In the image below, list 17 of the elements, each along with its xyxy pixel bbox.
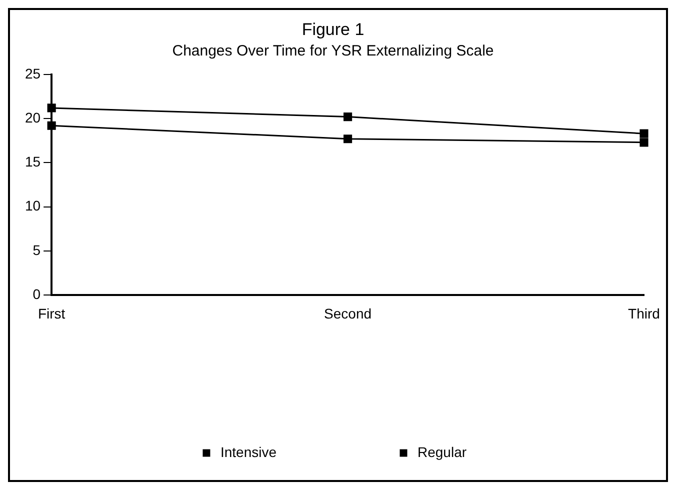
y-tick-label: 15 — [24, 154, 41, 170]
point — [344, 134, 352, 144]
legend-label: Intensive — [220, 444, 277, 460]
point — [47, 104, 56, 112]
x-tick-label: Second — [324, 305, 372, 322]
y-tick-label: 0 — [32, 286, 41, 302]
y-tick-label: 25 — [24, 65, 41, 82]
point — [640, 129, 648, 138]
y-tick-label: 20 — [24, 109, 41, 126]
y-tick-label: 5 — [32, 242, 41, 258]
y-tick-label: 10 — [24, 198, 41, 214]
chart-title: Figure 1 — [302, 20, 364, 39]
point — [344, 112, 352, 122]
point — [640, 138, 648, 147]
x-tick-label: First — [38, 305, 66, 322]
point — [47, 121, 56, 130]
x-tick-label: Third — [628, 305, 660, 322]
